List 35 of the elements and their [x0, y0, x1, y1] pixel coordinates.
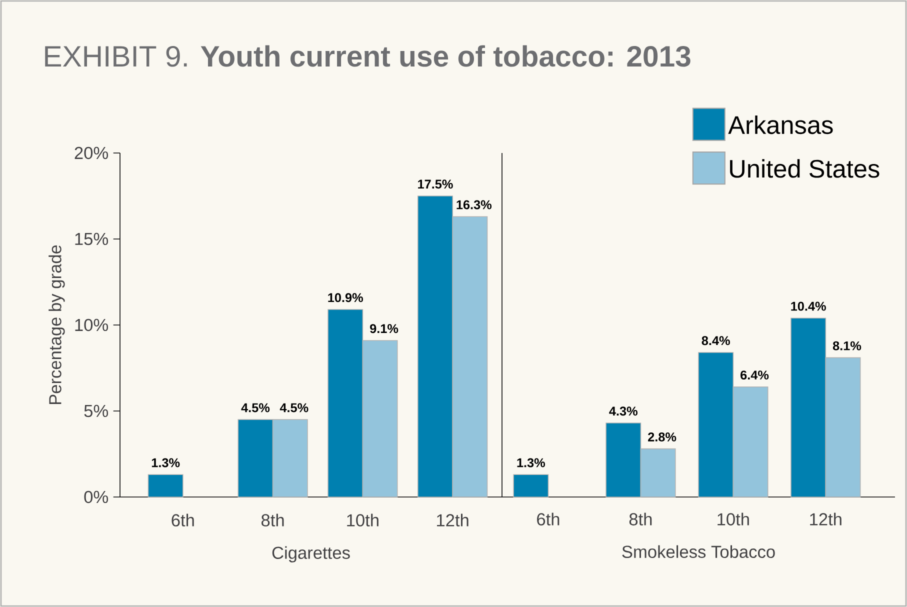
y-tick-label: 10%	[75, 318, 108, 332]
legend-label: Arkansas	[728, 115, 833, 134]
bar	[513, 474, 549, 498]
x-tick-label: 12th	[810, 512, 842, 526]
bar	[148, 474, 184, 498]
y-tick-label: 0%	[84, 490, 108, 504]
y-tick-label: 20%	[74, 146, 108, 160]
x-tick-label: 10th	[718, 512, 749, 526]
data-label: 4.5%	[241, 403, 270, 412]
x-tick-label: 12th	[437, 514, 468, 526]
data-label: 9.1%	[370, 324, 398, 334]
x-axis-title: Smokeless Tobacco	[622, 545, 775, 558]
data-label: 4.3%	[609, 406, 638, 416]
data-label: 1.3%	[152, 458, 180, 468]
x-tick-label: 8th	[262, 514, 284, 526]
data-label: 16.3%	[456, 200, 492, 210]
data-label: 17.5%	[418, 180, 453, 189]
data-label: 1.3%	[517, 458, 546, 468]
y-axis-title: Percentage by grade	[48, 245, 65, 404]
data-label: 8.1%	[832, 341, 862, 350]
x-tick-label: 6th	[172, 514, 194, 526]
data-label: 10.4%	[791, 302, 826, 311]
y-tick-label: 15%	[75, 232, 108, 246]
data-label: 2.8%	[648, 432, 676, 442]
data-label: 6.4%	[740, 370, 769, 380]
x-axis-title: Cigarettes	[272, 546, 350, 562]
legend-label: United States	[730, 159, 880, 178]
data-label: 10.9%	[328, 293, 363, 302]
data-label: 8.4%	[702, 336, 730, 346]
y-tick-label: 5%	[84, 404, 108, 418]
x-tick-label: 10th	[347, 514, 378, 526]
data-label: 4.5%	[280, 403, 308, 412]
x-tick-label: 6th	[537, 512, 560, 526]
x-tick-label: 8th	[629, 512, 652, 526]
chart-title: EXHIBIT 9. Youth current use of tobacco: 2013	[45, 45, 690, 67]
